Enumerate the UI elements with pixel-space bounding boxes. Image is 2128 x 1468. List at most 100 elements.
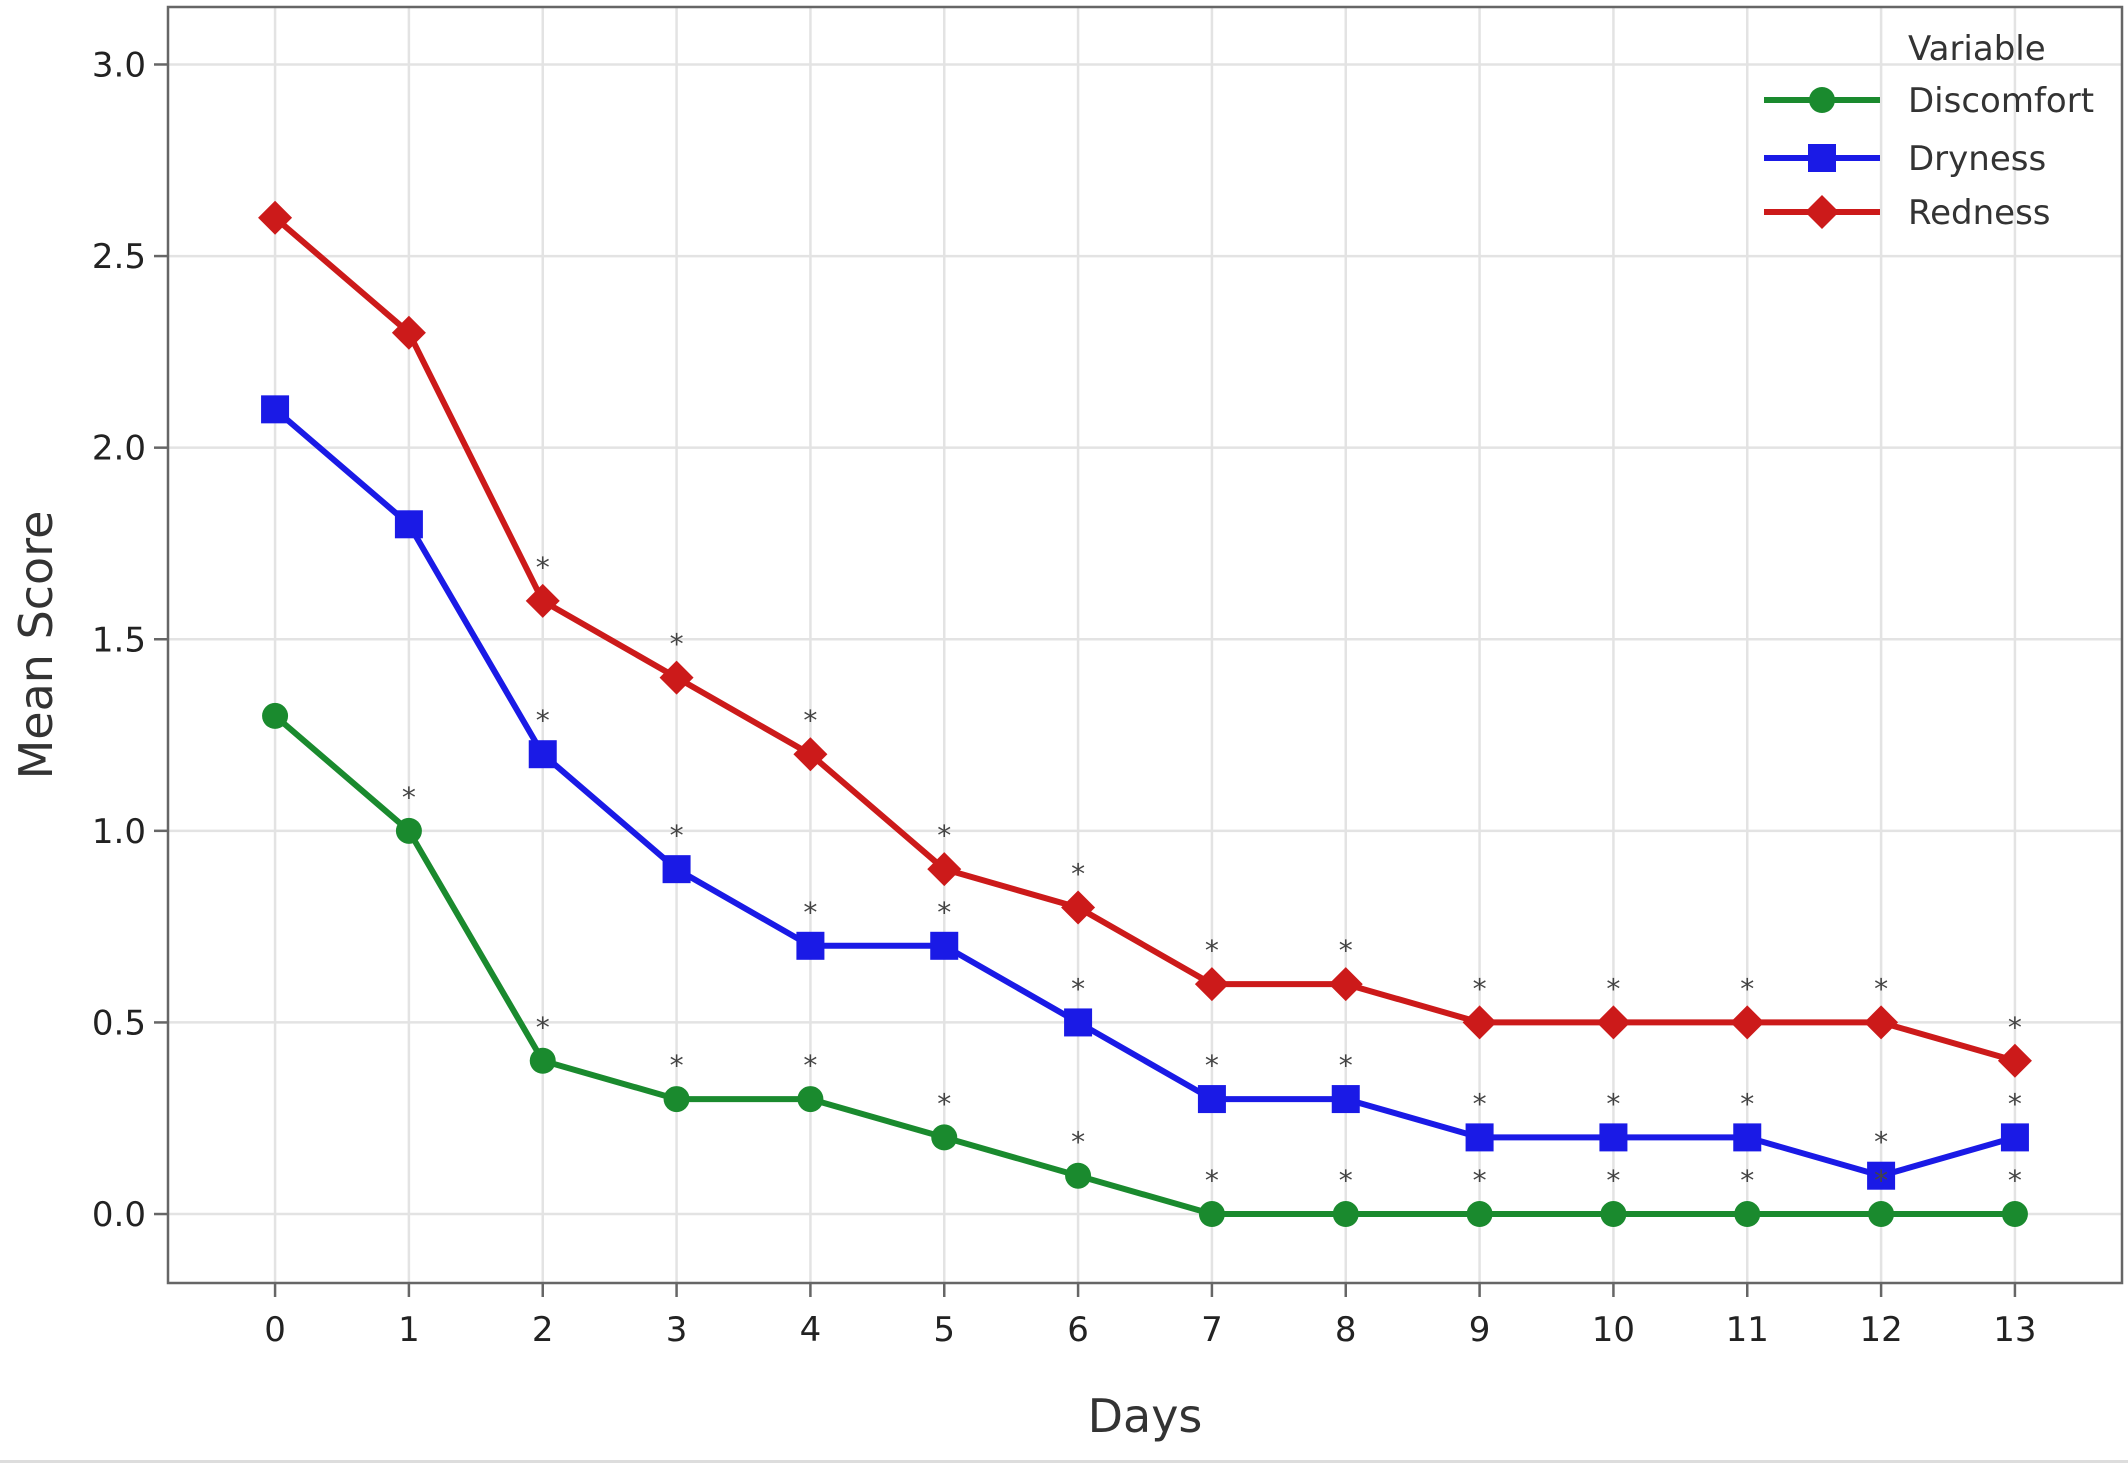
data-point-redness — [1462, 1005, 1497, 1040]
significance-marker-dryness: * — [803, 896, 817, 929]
x-tick-label: 7 — [1201, 1310, 1223, 1350]
significance-marker-redness: * — [536, 551, 550, 584]
significance-marker-dryness: * — [536, 704, 550, 737]
data-point-discomfort — [1600, 1201, 1627, 1228]
y-tick-label: 1.5 — [92, 620, 146, 660]
legend-title: Variable — [1908, 29, 2046, 69]
x-tick-label: 5 — [933, 1310, 955, 1350]
data-point-dryness — [1867, 1161, 1896, 1190]
x-tick-label: 2 — [532, 1310, 554, 1350]
significance-marker-discomfort: * — [803, 1049, 817, 1082]
significance-marker-discomfort: * — [1740, 1164, 1754, 1197]
significance-marker-discomfort: * — [2008, 1164, 2022, 1197]
legend: Variable Discomfort Dryness Redness — [1764, 29, 2094, 233]
x-tick-label: 1 — [398, 1310, 420, 1350]
y-axis-title: Mean Score — [9, 511, 63, 780]
x-tick-label: 13 — [1993, 1310, 2036, 1350]
x-tick-label: 11 — [1726, 1310, 1769, 1350]
data-point-discomfort — [529, 1047, 556, 1074]
x-axis-title: Days — [1088, 1389, 1203, 1443]
legend-swatch-marker — [1808, 144, 1836, 172]
data-point-dryness — [930, 931, 959, 960]
data-point-discomfort — [931, 1124, 958, 1151]
significance-marker-dryness: * — [937, 896, 951, 929]
data-point-redness — [793, 737, 828, 772]
x-tick-label: 4 — [800, 1310, 822, 1350]
significance-marker-discomfort: * — [670, 1049, 684, 1082]
data-point-discomfort — [1466, 1201, 1493, 1228]
data-point-discomfort — [1065, 1162, 1092, 1189]
series-redness — [258, 200, 2032, 1078]
significance-marker-redness: * — [1473, 972, 1487, 1005]
data-point-discomfort — [1332, 1201, 1359, 1228]
data-point-redness — [525, 583, 560, 618]
significance-marker-redness: * — [1874, 972, 1888, 1005]
significance-marker-redness: * — [1205, 934, 1219, 967]
series-dryness — [261, 395, 2029, 1190]
data-point-dryness — [394, 510, 423, 539]
data-point-dryness — [2000, 1123, 2029, 1152]
x-tick-label: 6 — [1067, 1310, 1089, 1350]
significance-marker-discomfort: * — [1874, 1164, 1888, 1197]
data-point-dryness — [1331, 1085, 1360, 1114]
significance-marker-redness: * — [1606, 972, 1620, 1005]
data-point-redness — [1730, 1005, 1765, 1040]
grid-lines — [168, 7, 2122, 1283]
significance-marker-discomfort: * — [1473, 1164, 1487, 1197]
y-tick-label: 2.5 — [92, 237, 146, 277]
significance-marker-discomfort: * — [1205, 1164, 1219, 1197]
significance-marker-dryness: * — [1874, 1126, 1888, 1159]
data-point-dryness — [1599, 1123, 1628, 1152]
data-point-redness — [1864, 1005, 1899, 1040]
data-point-discomfort — [262, 702, 289, 729]
data-point-redness — [659, 660, 694, 695]
x-tick-label: 8 — [1335, 1310, 1357, 1350]
legend-label: Discomfort — [1908, 81, 2094, 121]
data-point-redness — [1328, 967, 1363, 1002]
legend-label: Redness — [1908, 193, 2051, 233]
significance-marker-dryness: * — [2008, 1087, 2022, 1120]
data-point-discomfort — [1198, 1201, 1225, 1228]
significance-marker-dryness: * — [1339, 1049, 1353, 1082]
y-tick-label: 0.0 — [92, 1195, 146, 1235]
significance-marker-dryness: * — [1740, 1087, 1754, 1120]
significance-marker-discomfort: * — [536, 1011, 550, 1044]
data-point-redness — [258, 200, 293, 235]
data-point-dryness — [1733, 1123, 1762, 1152]
significance-marker-dryness: * — [670, 819, 684, 852]
significance-marker-dryness: * — [1205, 1049, 1219, 1082]
significance-marker-dryness: * — [1473, 1087, 1487, 1120]
legend-item-dryness: Dryness — [1764, 139, 2046, 179]
series-line-discomfort — [273, 713, 2015, 1218]
data-point-dryness — [528, 740, 557, 769]
x-tick-label: 10 — [1592, 1310, 1635, 1350]
x-axis: 0 1 2 3 4 5 6 7 8 9 10 11 12 13 — [264, 1283, 2037, 1350]
significance-marker-dryness: * — [1071, 972, 1085, 1005]
significance-marker-redness: * — [803, 704, 817, 737]
data-point-discomfort — [1868, 1201, 1895, 1228]
data-point-redness — [927, 852, 962, 887]
legend-swatch-marker — [1805, 195, 1839, 229]
significance-marker-dryness: * — [1606, 1087, 1620, 1120]
y-tick-label: 0.5 — [92, 1003, 146, 1043]
data-point-discomfort — [1734, 1201, 1761, 1228]
significance-marker-redness: * — [1740, 972, 1754, 1005]
legend-item-redness: Redness — [1764, 193, 2051, 233]
y-tick-label: 2.0 — [92, 429, 146, 469]
y-tick-label: 1.0 — [92, 812, 146, 852]
data-point-dryness — [1465, 1123, 1494, 1152]
x-tick-label: 3 — [666, 1310, 688, 1350]
bottom-divider — [0, 1460, 2128, 1463]
data-point-dryness — [662, 855, 691, 884]
data-point-dryness — [1064, 1008, 1093, 1037]
significance-marker-redness: * — [670, 628, 684, 661]
significance-marker-redness: * — [2008, 1011, 2022, 1044]
significance-marker-discomfort: * — [1071, 1126, 1085, 1159]
y-tick-label: 3.0 — [92, 45, 146, 85]
data-point-redness — [1061, 890, 1096, 925]
significance-marker-discomfort: * — [402, 781, 416, 814]
legend-item-discomfort: Discomfort — [1764, 81, 2094, 121]
significance-marker-redness: * — [937, 819, 951, 852]
data-point-discomfort — [797, 1086, 824, 1113]
